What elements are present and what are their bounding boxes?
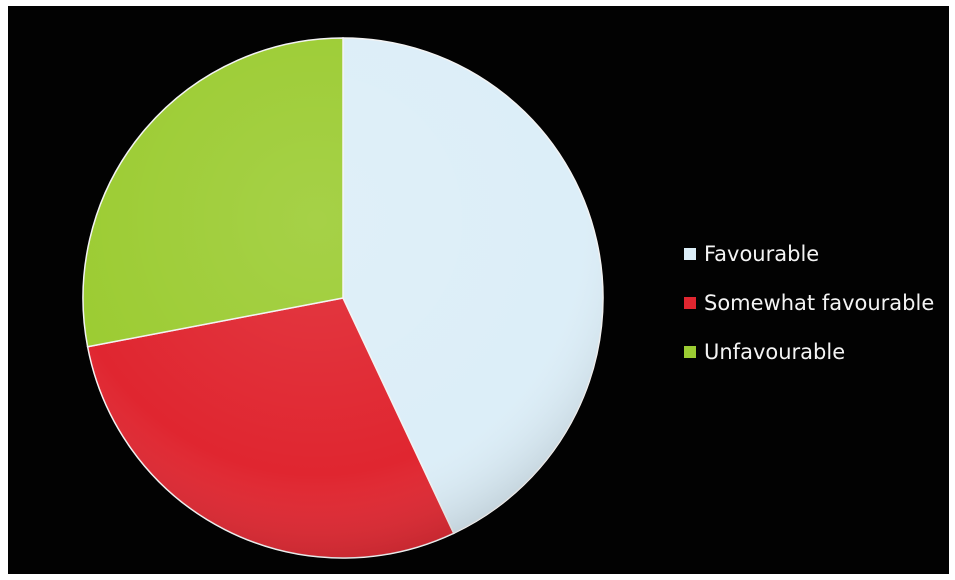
legend-label-favourable: Favourable [704,241,820,266]
legend-label-unfavourable: Unfavourable [704,339,846,364]
legend-item-unfavourable: Unfavourable [684,327,944,376]
legend-item-favourable: Favourable [684,229,944,278]
pie-chart [82,37,604,559]
legend-swatch-favourable [684,247,696,260]
pie-shading-overlay [83,38,603,558]
legend-swatch-somewhat-favourable [684,296,696,309]
chart-frame: Favourable Somewhat favourable Unfavoura… [8,6,949,574]
legend: Favourable Somewhat favourable Unfavoura… [684,229,944,376]
legend-label-somewhat-favourable: Somewhat favourable [704,290,935,315]
legend-item-somewhat-favourable: Somewhat favourable [684,278,944,327]
legend-swatch-unfavourable [684,345,696,358]
